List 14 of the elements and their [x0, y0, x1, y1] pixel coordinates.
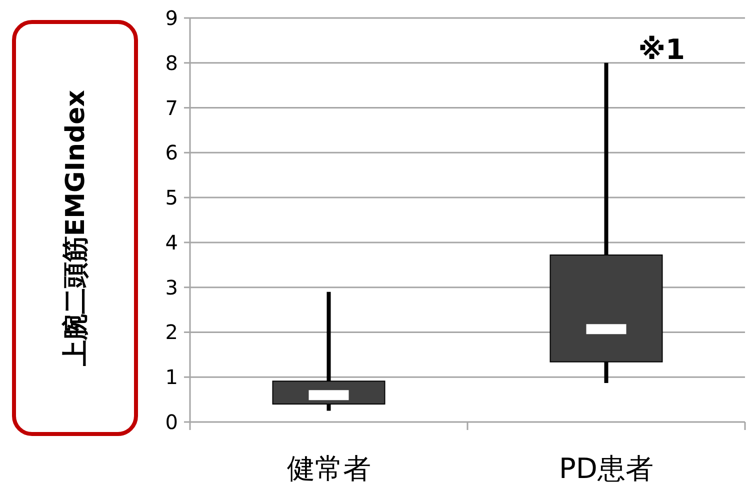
y-tick-label: 3	[165, 275, 178, 300]
y-tick-label: 4	[165, 230, 178, 254]
y-axis-title: 上腕二頭筋EMGIndex	[61, 90, 91, 368]
y-tick-label: 7	[165, 96, 178, 120]
y-tick-label: 8	[165, 50, 178, 75]
y-tick-label: 2	[165, 320, 178, 344]
x-tick-label: PD患者	[559, 452, 654, 485]
y-tick-label: 0	[165, 410, 178, 434]
y-tick-label: 9	[165, 6, 178, 30]
x-tick-label: 健常者	[286, 452, 371, 485]
y-tick-label: 5	[165, 186, 178, 210]
annotation: ※1	[638, 32, 685, 66]
y-tick-label: 1	[165, 365, 178, 390]
y-tick-label: 6	[165, 140, 178, 165]
